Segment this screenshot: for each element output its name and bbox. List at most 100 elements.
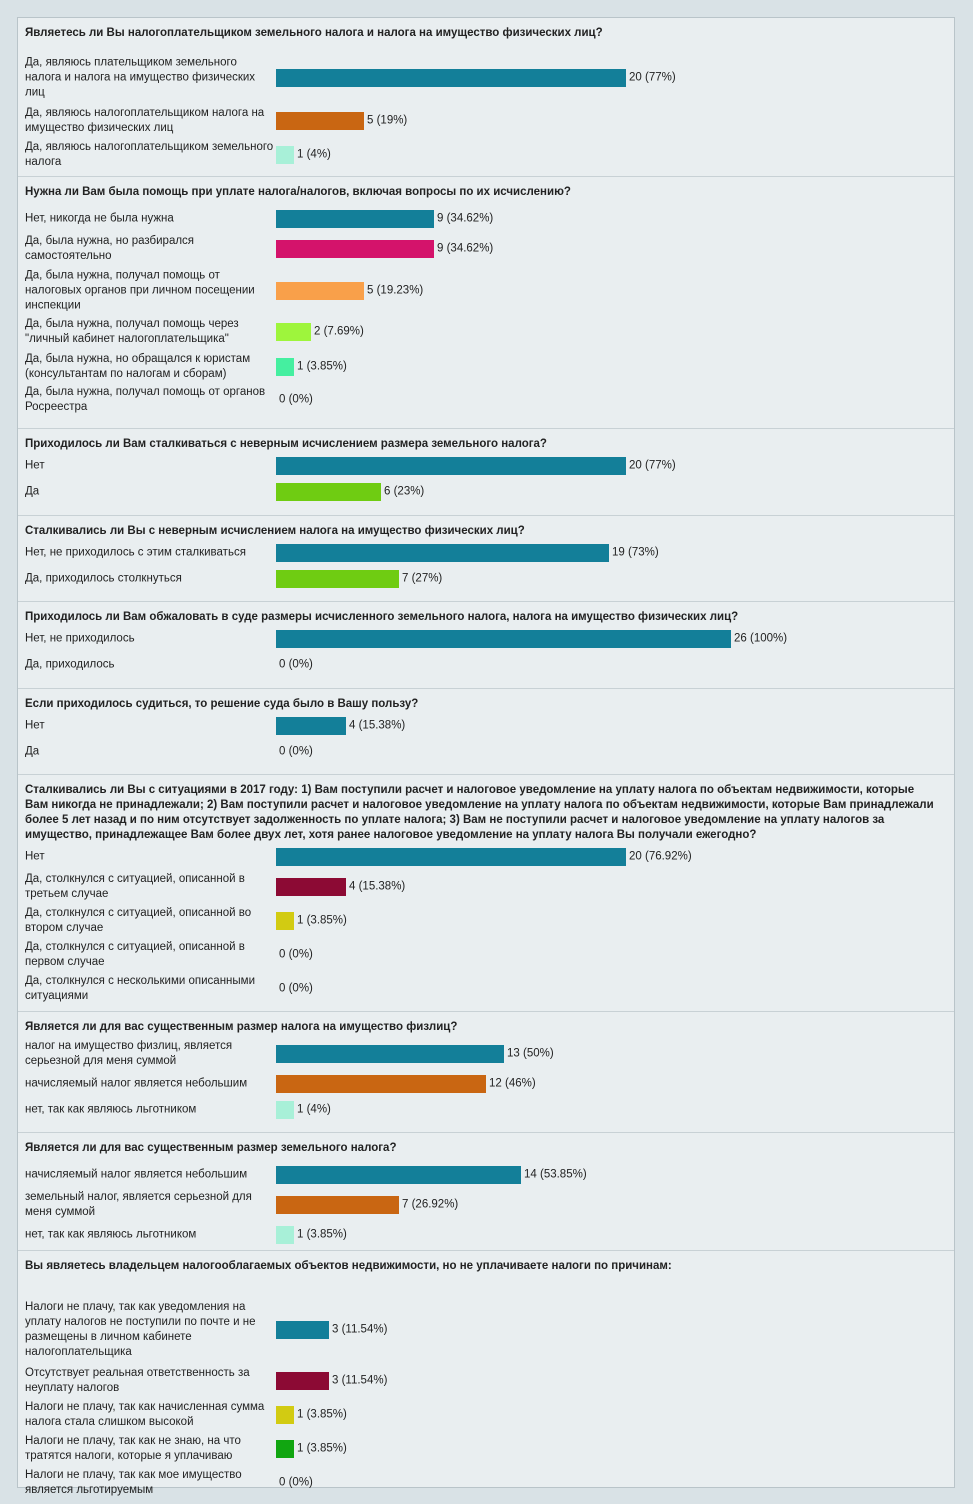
- answer-value: 5 (19%): [367, 114, 408, 127]
- answer-value: 19 (73%): [612, 546, 659, 559]
- answer-value: 0 (0%): [279, 745, 313, 758]
- answer-value: 12 (46%): [489, 1077, 536, 1090]
- answer-value: 13 (50%): [507, 1047, 554, 1060]
- answer-value: 1 (3.85%): [297, 360, 347, 373]
- answer-bar: [276, 69, 626, 87]
- answer-bar: [276, 1045, 504, 1063]
- answer-value: 5 (19.23%): [367, 284, 424, 297]
- question-block: Является ли для вас существенным размер …: [18, 1012, 954, 1133]
- answer-label: Отсутствует реальная ответственность за …: [25, 1367, 250, 1394]
- answer-bar: [276, 1440, 294, 1458]
- answer-bar: [276, 878, 346, 896]
- answer-label: Да, была нужна, получал помощь через "ли…: [25, 318, 239, 345]
- answer-label: Налоги не плачу, так как мое имущество я…: [25, 1469, 242, 1496]
- question-block: Являетесь ли Вы налогоплательщиком земел…: [18, 18, 954, 177]
- survey-results: Являетесь ли Вы налогоплательщиком земел…: [17, 17, 955, 1496]
- answer-value: 1 (3.85%): [297, 1408, 347, 1421]
- answer-value: 20 (77%): [629, 459, 676, 472]
- answer-label: Нет, не приходилось: [25, 632, 135, 645]
- answer-value: 4 (15.38%): [349, 719, 406, 732]
- answer-value: 1 (4%): [297, 1103, 331, 1116]
- answer-value: 2 (7.69%): [314, 325, 364, 338]
- question-block: Если приходилось судиться, то решение су…: [18, 689, 954, 775]
- question-title: Является ли для вас существенным размер …: [25, 1021, 458, 1033]
- answer-bar: [276, 240, 434, 258]
- answer-label: начисляемый налог является небольшим: [25, 1168, 248, 1181]
- answer-label: Да, приходилось столкнуться: [25, 572, 182, 585]
- answer-label: начисляемый налог является небольшим: [25, 1077, 248, 1090]
- answer-value: 4 (15.38%): [349, 880, 406, 893]
- answer-value: 7 (26.92%): [402, 1198, 459, 1211]
- answer-bar: [276, 358, 294, 376]
- question-title: Нужна ли Вам была помощь при уплате нало…: [25, 186, 571, 198]
- answer-bar: [276, 210, 434, 228]
- answer-label: Да: [25, 745, 40, 758]
- answer-label: Да, столкнулся с ситуацией, описанной в …: [25, 873, 245, 900]
- answer-value: 1 (3.85%): [297, 914, 347, 927]
- answer-value: 1 (3.85%): [297, 1228, 347, 1241]
- answer-label: Да, столкнулся с несколькими описанными …: [25, 975, 255, 1002]
- question-block: Сталкивались ли Вы с неверным исчисление…: [18, 516, 954, 602]
- answer-label: Нет: [25, 850, 45, 863]
- question-title: Сталкивались ли Вы с ситуациями в 2017 г…: [25, 784, 934, 841]
- answer-label: Да, являюсь налогоплательщиком земельног…: [25, 141, 274, 168]
- question-block: Вы являетесь владельцем налогооблагаемых…: [18, 1251, 954, 1496]
- answer-bar: [276, 1166, 521, 1184]
- answer-label: Налоги не плачу, так как начисленная сум…: [25, 1401, 265, 1428]
- question-title: Вы являетесь владельцем налогооблагаемых…: [25, 1260, 672, 1272]
- answer-label: Нет, никогда не была нужна: [25, 212, 174, 225]
- answer-label: налог на имущество физлиц, является серь…: [25, 1040, 233, 1067]
- answer-bar: [276, 848, 626, 866]
- answer-value: 26 (100%): [734, 632, 788, 645]
- answer-label: Да, являюсь плательщиком земельного нало…: [25, 56, 256, 99]
- answer-value: 0 (0%): [279, 658, 313, 671]
- answer-label: Да, была нужна, но разбирался самостояте…: [25, 235, 195, 262]
- answer-value: 0 (0%): [279, 393, 313, 406]
- answer-bar: [276, 1372, 329, 1390]
- answer-label: Да, являюсь налогоплательщиком налога на…: [25, 107, 265, 134]
- answer-value: 9 (34.62%): [437, 242, 494, 255]
- question-title: Являетесь ли Вы налогоплательщиком земел…: [25, 27, 603, 39]
- answer-bar: [276, 717, 346, 735]
- answer-value: 20 (76.92%): [629, 850, 692, 863]
- answer-bar: [276, 1196, 399, 1214]
- answer-value: 20 (77%): [629, 71, 676, 84]
- answer-bar: [276, 483, 381, 501]
- answer-label: Да: [25, 485, 40, 498]
- answer-bar: [276, 282, 364, 300]
- answer-label: Нет, не приходилось с этим сталкиваться: [25, 546, 246, 559]
- answer-label: Да, столкнулся с ситуацией, описанной в …: [25, 941, 245, 968]
- question-title: Приходилось ли Вам сталкиваться с неверн…: [25, 438, 547, 450]
- answer-label: Налоги не плачу, так как уведомления на …: [25, 1301, 256, 1358]
- answer-bar: [276, 630, 731, 648]
- answer-label: земельный налог, является серьезной для …: [25, 1191, 252, 1218]
- answer-value: 3 (11.54%): [332, 1323, 388, 1336]
- answer-value: 1 (4%): [297, 148, 331, 161]
- answer-label: Да, приходилось: [25, 658, 115, 671]
- answer-bar: [276, 457, 626, 475]
- answer-label: Нет: [25, 719, 45, 732]
- answer-bar: [276, 146, 294, 164]
- answer-value: 6 (23%): [384, 485, 425, 498]
- answer-label: Да, была нужна, получал помощь от органо…: [25, 386, 266, 413]
- answer-label: Налоги не плачу, так как не знаю, на что…: [25, 1435, 241, 1462]
- answer-label: Нет: [25, 459, 45, 472]
- question-block: Сталкивались ли Вы с ситуациями в 2017 г…: [18, 775, 954, 1012]
- answer-bar: [276, 544, 609, 562]
- answer-bar: [276, 1101, 294, 1119]
- answer-bar: [276, 570, 399, 588]
- question-block: Приходилось ли Вам обжаловать в суде раз…: [18, 602, 954, 689]
- question-block: Приходилось ли Вам сталкиваться с неверн…: [18, 429, 954, 516]
- answer-value: 0 (0%): [279, 982, 313, 995]
- question-title: Если приходилось судиться, то решение су…: [25, 698, 419, 710]
- question-title: Является ли для вас существенным размер …: [25, 1142, 397, 1154]
- answer-label: Да, столкнулся с ситуацией, описанной во…: [25, 907, 252, 934]
- question-block: Является ли для вас существенным размер …: [18, 1133, 954, 1251]
- answer-label: нет, так как являюсь льготником: [25, 1103, 197, 1116]
- answer-bar: [276, 323, 311, 341]
- answer-label: Да, была нужна, получал помощь от налого…: [25, 269, 255, 312]
- answer-bar: [276, 1321, 329, 1339]
- question-title: Приходилось ли Вам обжаловать в суде раз…: [25, 611, 739, 623]
- answer-label: Да, была нужна, но обращался к юристам (…: [25, 353, 251, 380]
- answer-bar: [276, 1075, 486, 1093]
